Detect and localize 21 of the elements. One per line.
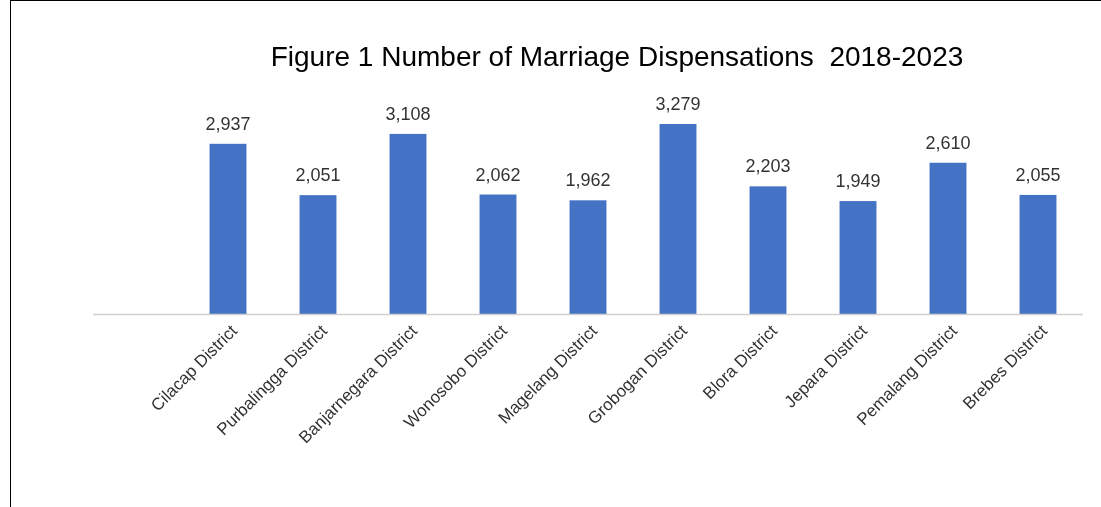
bar xyxy=(569,200,607,314)
data-label: 2,055 xyxy=(1015,164,1061,185)
data-label: 1,962 xyxy=(565,170,611,191)
bar xyxy=(839,201,877,314)
bar xyxy=(1019,194,1057,314)
data-label: 1,949 xyxy=(835,171,881,192)
bar xyxy=(659,124,697,314)
bar xyxy=(209,143,247,314)
data-label: 3,108 xyxy=(385,103,431,124)
bar xyxy=(479,194,517,314)
data-label: 3,279 xyxy=(655,94,701,114)
data-label: 2,937 xyxy=(205,113,251,134)
data-label: 2,203 xyxy=(745,156,791,177)
data-label: 2,610 xyxy=(925,132,971,153)
chart-title: Figure 1 Number of Marriage Dispensations 2018-2023 xyxy=(270,41,964,72)
data-label: 2,062 xyxy=(475,164,521,185)
data-label: 2,051 xyxy=(295,165,341,186)
bar xyxy=(299,195,337,314)
bar xyxy=(749,186,787,314)
bar xyxy=(389,133,427,314)
bar xyxy=(929,162,967,314)
